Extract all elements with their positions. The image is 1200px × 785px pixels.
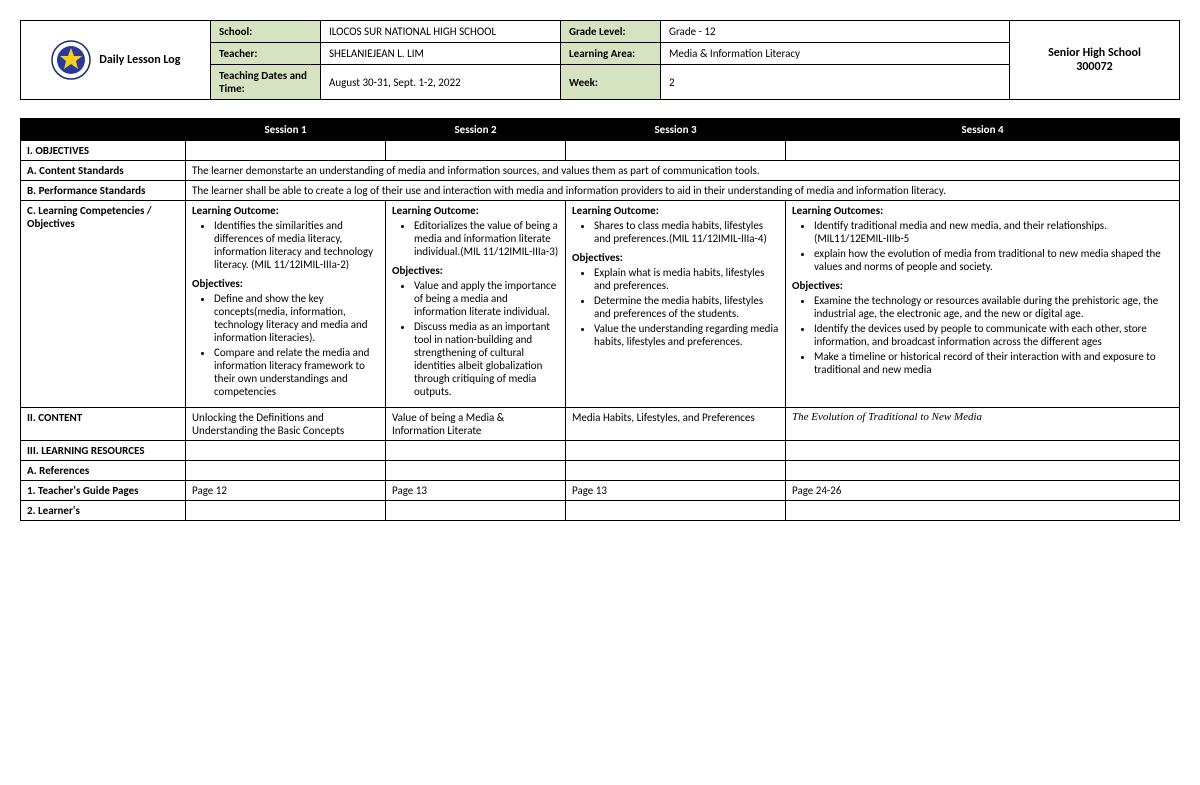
school-value: ILOCOS SUR NATIONAL HIGH SCHOOL [321, 21, 561, 43]
learners-label: 2. Learner's [21, 501, 186, 521]
s2-content: Value of being a Media & Information Lit… [386, 408, 566, 441]
s3-tg: Page 13 [566, 481, 786, 501]
s1-content: Unlocking the Definitions and Understand… [186, 408, 386, 441]
school-code: 300072 [1018, 60, 1171, 74]
content-heading: II. CONTENT [21, 408, 186, 441]
performance-standards-label: B. Performance Standards [21, 181, 186, 201]
area-value: Media & Information Literacy [661, 43, 1010, 65]
s4-lo2: explain how the evolution of media from … [814, 247, 1173, 273]
doc-title: Daily Lesson Log [99, 53, 180, 67]
obj-label: Objectives: [792, 279, 1173, 292]
grade-label: Grade Level: [561, 21, 661, 43]
s4-obj1: Examine the technology or resources avai… [814, 294, 1173, 320]
s4-lo1: Identify traditional media and new media… [814, 219, 1173, 245]
school-level: Senior High School [1018, 46, 1171, 60]
corner-cell [21, 119, 186, 141]
s3-lo1: Shares to class media habits, lifestyles… [594, 219, 779, 245]
resources-heading: III. LEARNING RESOURCES [21, 441, 186, 461]
obj-label: Objectives: [392, 264, 559, 277]
session-1-competencies: Learning Outcome: Identifies the similar… [186, 201, 386, 408]
deped-logo-icon [51, 40, 91, 80]
s3-content: Media Habits, Lifestyles, and Preference… [566, 408, 786, 441]
s4-content: The Evolution of Traditional to New Medi… [786, 408, 1180, 441]
header-table: Daily Lesson Log School: ILOCOS SUR NATI… [20, 20, 1180, 100]
objectives-heading: I. OBJECTIVES [21, 141, 186, 161]
references-label: A. References [21, 461, 186, 481]
s2-tg: Page 13 [386, 481, 566, 501]
session-3-competencies: Learning Outcome: Shares to class media … [566, 201, 786, 408]
right-cell: Senior High School 300072 [1010, 21, 1180, 100]
school-label: School: [211, 21, 321, 43]
s3-obj2: Determine the media habits, lifestyles a… [594, 294, 779, 320]
obj-label: Objectives: [572, 251, 779, 264]
s3-obj1: Explain what is media habits, lifestyles… [594, 266, 779, 292]
session-2-competencies: Learning Outcome: Editorializes the valu… [386, 201, 566, 408]
lo-label: Learning Outcome: [392, 204, 559, 217]
session-4-competencies: Learning Outcomes: Identify traditional … [786, 201, 1180, 408]
s1-obj2: Compare and relate the media and informa… [214, 346, 379, 398]
s2-lo1: Editorializes the value of being a media… [414, 219, 559, 258]
performance-standards-text: The learner shall be able to create a lo… [186, 181, 1180, 201]
grade-value: Grade - 12 [661, 21, 1010, 43]
week-value: 2 [661, 65, 1010, 100]
content-standards-label: A. Content Standards [21, 161, 186, 181]
s1-lo1: Identifies the similarities and differen… [214, 219, 379, 271]
tg-pages-label: 1. Teacher's Guide Pages [21, 481, 186, 501]
dates-label: Teaching Dates and Time: [211, 65, 321, 100]
obj-label: Objectives: [192, 277, 379, 290]
dates-value: August 30-31, Sept. 1-2, 2022 [321, 65, 561, 100]
s3-obj3: Value the understanding regarding media … [594, 322, 779, 348]
teacher-value: SHELANIEJEAN L. LIM [321, 43, 561, 65]
s2-obj2: Discuss media as an important tool in na… [414, 320, 559, 398]
s1-obj1: Define and show the key concepts(media, … [214, 292, 379, 344]
s4-obj3: Make a timeline or historical record of … [814, 350, 1173, 376]
teacher-label: Teacher: [211, 43, 321, 65]
main-table: Session 1 Session 2 Session 3 Session 4 … [20, 118, 1180, 521]
s4-tg: Page 24-26 [786, 481, 1180, 501]
s4-obj2: Identify the devices used by people to c… [814, 322, 1173, 348]
area-label: Learning Area: [561, 43, 661, 65]
session-2-header: Session 2 [386, 119, 566, 141]
lo-label-plural: Learning Outcomes: [792, 204, 1173, 217]
week-label: Week: [561, 65, 661, 100]
s2-obj1: Value and apply the importance of being … [414, 279, 559, 318]
s1-tg: Page 12 [186, 481, 386, 501]
logo-cell: Daily Lesson Log [21, 21, 211, 100]
competencies-label: C. Learning Competencies / Objectives [21, 201, 186, 408]
lo-label: Learning Outcome: [572, 204, 779, 217]
session-4-header: Session 4 [786, 119, 1180, 141]
session-1-header: Session 1 [186, 119, 386, 141]
lo-label: Learning Outcome: [192, 204, 379, 217]
content-standards-text: The learner demonstarte an understanding… [186, 161, 1180, 181]
session-3-header: Session 3 [566, 119, 786, 141]
